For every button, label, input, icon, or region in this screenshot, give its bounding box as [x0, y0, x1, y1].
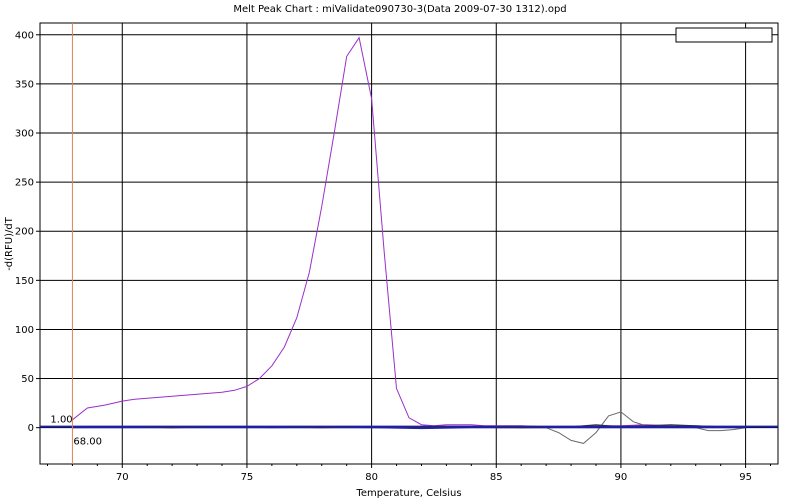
y-tick-label: 200: [15, 227, 34, 238]
x-tick-label: 80: [365, 472, 378, 483]
y-tick-label: 400: [15, 30, 34, 41]
marker-label: 68.00: [73, 437, 102, 448]
chart-title: Melt Peak Chart : miValidate090730-3(Dat…: [233, 4, 566, 15]
axes: 70 75 80 85 90 95 0 50 100 150 200 250 300 350 400: [15, 30, 772, 483]
y-tick-label: 250: [15, 178, 34, 189]
x-tick-label: 70: [116, 472, 129, 483]
y-tick-label: 150: [15, 276, 34, 287]
y-tick-label: 100: [15, 325, 34, 336]
threshold-label: 1.00: [50, 415, 72, 426]
y-axis-label: -d(RFU)/dT: [4, 216, 15, 270]
x-tick-label: 85: [490, 472, 503, 483]
y-tick-label: 50: [21, 374, 34, 385]
y-tick-label: 350: [15, 79, 34, 90]
plot-area: [39, 22, 779, 465]
y-tick-label: 300: [15, 129, 34, 140]
x-tick-label: 90: [615, 472, 628, 483]
legend-box: [675, 27, 773, 43]
x-tick-label: 95: [739, 472, 752, 483]
x-axis-label: Temperature, Celsius: [355, 488, 461, 499]
x-tick-label: 75: [241, 472, 254, 483]
y-tick-label: 0: [28, 423, 34, 434]
